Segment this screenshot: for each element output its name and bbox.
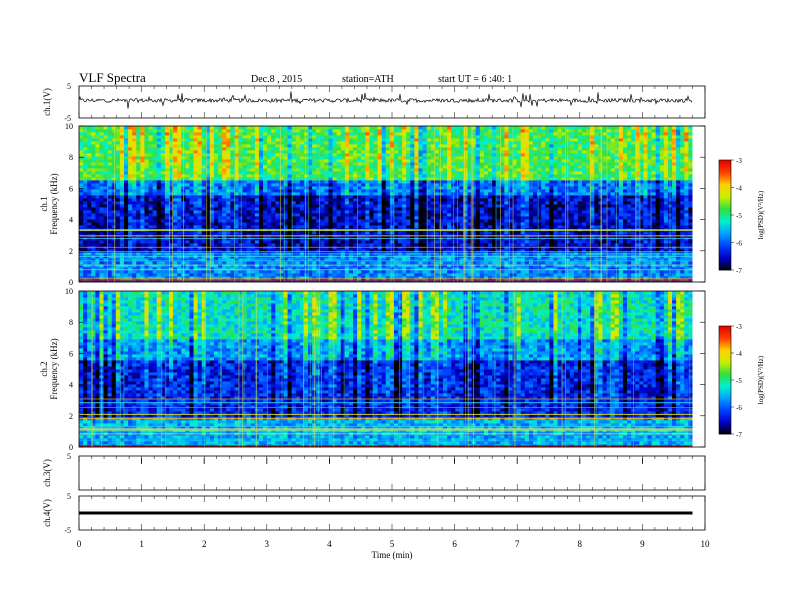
ch3-ytick-label: 5 <box>67 452 71 461</box>
ch2-colorbar-tick-label: -6 <box>736 404 742 412</box>
ch2-spectrogram-ytick-label: 6 <box>69 349 73 358</box>
ch1-spectrogram-plot <box>79 126 705 283</box>
ch1-colorbar-tick-label: -6 <box>736 240 742 248</box>
xtick-label: 6 <box>452 539 457 549</box>
ch2-colorbar-label: log(PSD)(V²/Hz) <box>757 355 765 404</box>
xtick-label: 1 <box>139 539 144 549</box>
ch2-colorbar-tick-label: -7 <box>736 431 742 439</box>
ch1-colorbar-tick-label: -5 <box>736 212 742 220</box>
xtick-label: 8 <box>578 539 583 549</box>
start-time-label: start UT = 6 :40: 1 <box>438 74 513 85</box>
station-label: station=ATH <box>342 74 394 85</box>
ch1-colorbar-label: log(PSD)(V²/Hz) <box>757 190 765 239</box>
xtick-label: 5 <box>390 539 395 549</box>
ch2-spectrogram-ytick-label: 4 <box>69 381 73 390</box>
ch1-spectrogram-ytick-label: 4 <box>69 216 73 225</box>
xtick-label: 9 <box>640 539 645 549</box>
xtick-label: 7 <box>515 539 520 549</box>
xaxis-label: Time (min) <box>372 550 413 560</box>
ch1-ylabel: ch.1(V) <box>42 88 52 116</box>
ch1-spectrogram-frame <box>78 125 706 283</box>
ch3-ylabel: ch.3(V) <box>42 459 52 487</box>
ch1-spectrogram-ytick-label: 0 <box>69 278 73 287</box>
ch1-spectrogram-ytick-label: 6 <box>69 184 73 193</box>
ch1-spectrogram-ylabel: Frequency (kHz) <box>49 173 59 234</box>
ch1-spectrogram-ytick-label: 10 <box>65 122 73 131</box>
ch1-trace <box>78 91 693 109</box>
ch1-colorbar-tick-label: -7 <box>736 267 742 275</box>
ch2-colorbar-tick-label: -3 <box>736 323 742 331</box>
ch1-colorbar-tick-label: -3 <box>736 157 742 165</box>
ch2-spectrogram-ytick-label: 2 <box>69 412 73 421</box>
ch1-spectrogram-ytick-label: 8 <box>69 153 73 162</box>
ch2-spectrogram-plot <box>79 291 705 448</box>
xtick-label: 10 <box>701 539 711 549</box>
ch2-spectrogram-ytick-label: 0 <box>69 443 73 452</box>
xtick-label: 4 <box>327 539 332 549</box>
ch4-ytick-label: -5 <box>64 526 71 535</box>
ch2-spectrogram-ylabel: Frequency (kHz) <box>49 338 59 399</box>
xtick-label: 2 <box>202 539 207 549</box>
ch2-colorbar-tick-label: -4 <box>736 350 742 358</box>
xtick-label: 0 <box>77 539 82 549</box>
ch1-ytick-label: 5 <box>67 82 71 91</box>
ch1-ytick-label: -5 <box>64 114 71 123</box>
ch1-spectrogram-channel-label: ch.1 <box>39 196 49 211</box>
ch4-ylabel: ch.4(V) <box>42 499 52 527</box>
ch1-colorbar-tick-label: -4 <box>736 185 742 193</box>
ch2-spectrogram-ytick-label: 8 <box>69 318 73 327</box>
ch2-spectrogram-frame <box>78 290 706 448</box>
date-label: Dec.8 , 2015 <box>251 74 303 85</box>
ch2-colorbar-tick-label: -5 <box>736 377 742 385</box>
ch2-spectrogram-channel-label: ch.2 <box>39 361 49 376</box>
ch1-spectrogram-ytick-label: 2 <box>69 247 73 256</box>
ch4-ytick-label: 5 <box>67 492 71 501</box>
xtick-label: 3 <box>265 539 270 549</box>
ch2-spectrogram-ytick-label: 10 <box>65 287 73 296</box>
chart-title: VLF Spectra <box>79 70 146 85</box>
